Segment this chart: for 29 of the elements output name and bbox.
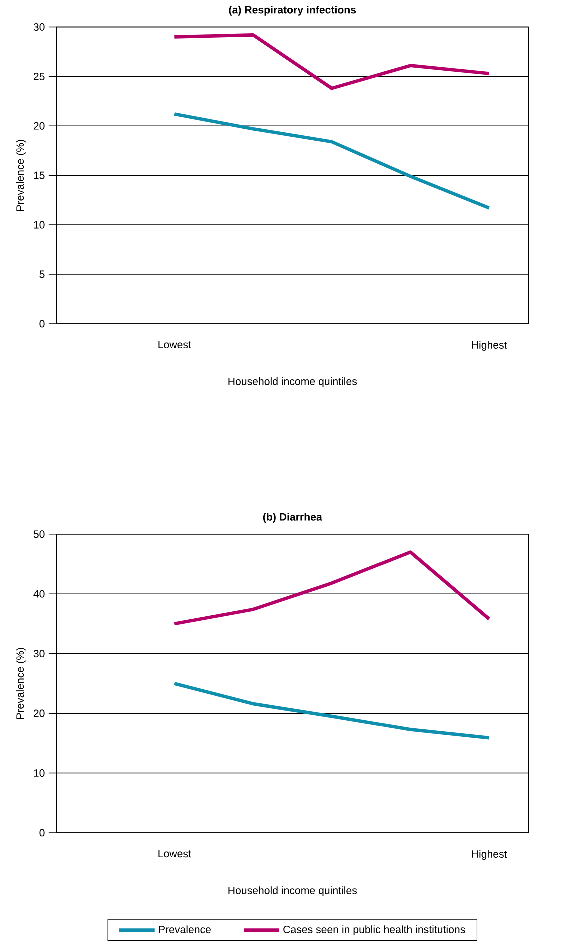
y-tick-label: 0 (40, 829, 45, 837)
x-tick-label: Highest (472, 850, 508, 860)
line-series (172, 550, 491, 626)
y-tick-label: 50 (34, 530, 45, 538)
chart-title: (b) Diarrhea (263, 513, 322, 523)
y-axis-title: Prevalence (%) (16, 648, 26, 720)
y-tick-label: 20 (34, 122, 45, 130)
y-tick-label: 15 (34, 172, 45, 180)
legend-label: Cases seen in public health institutions (284, 926, 466, 936)
x-tick-label: Lowest (158, 850, 192, 858)
y-tick-label: 10 (34, 770, 45, 778)
chart-title: (a) Respiratory infections (229, 6, 356, 16)
legend-label: Prevalence (159, 926, 211, 934)
y-tick-label: 10 (34, 221, 45, 229)
y-axis-title: Prevalence (%) (16, 140, 26, 211)
y-tick-label: 25 (34, 72, 45, 80)
x-tick-label: Highest (472, 341, 508, 352)
y-tick-label: 40 (34, 590, 45, 598)
line-series (172, 112, 491, 210)
y-tick-label: 30 (34, 650, 45, 658)
y-tick-label: 30 (34, 23, 45, 32)
x-tick-label: Lowest (158, 341, 192, 349)
x-axis-title: Household income quintiles (228, 378, 358, 388)
y-tick-label: 0 (40, 320, 45, 328)
y-tick-label: 20 (34, 710, 45, 718)
line-series (172, 682, 491, 740)
line-series (172, 33, 491, 90)
y-tick-label: 5 (40, 270, 45, 278)
x-axis-title: Household income quintiles (228, 886, 358, 896)
